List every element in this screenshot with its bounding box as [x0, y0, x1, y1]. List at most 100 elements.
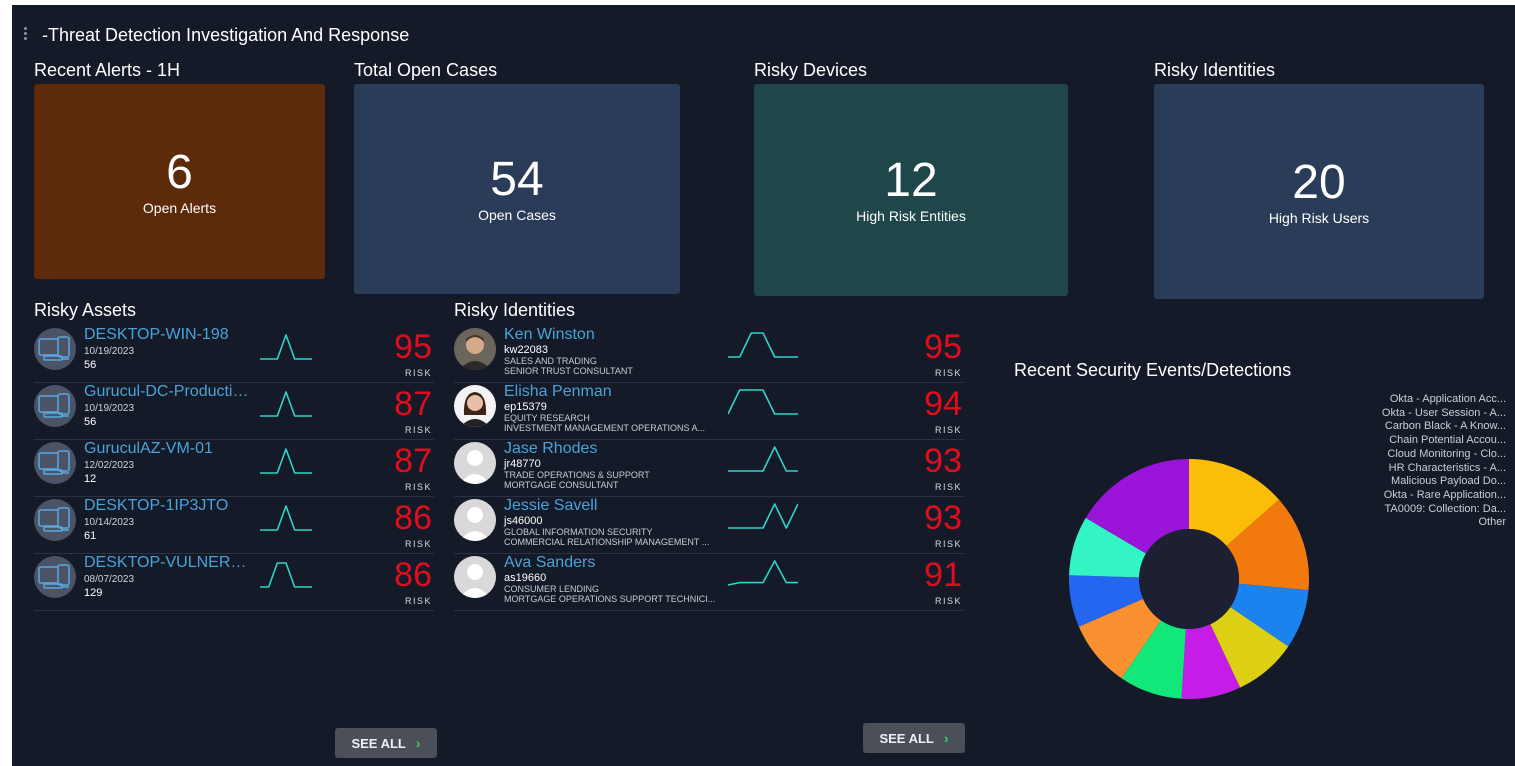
identity-row[interactable]: Jase Rhodes jr48770 TRADE OPERATIONS & SUP…	[454, 440, 964, 497]
identity-department: TRADE OPERATIONS & SUPPORT	[504, 470, 650, 480]
risk-score: 86	[394, 556, 432, 594]
risk-label: RISK	[404, 425, 432, 435]
identity-name[interactable]: Jase Rhodes	[504, 440, 598, 457]
asset-count: 12	[84, 473, 97, 485]
legend-item[interactable]: Okta - Application Acc...	[1389, 393, 1506, 405]
assets-see-all-button[interactable]: SEE ALL ›	[335, 728, 437, 758]
tile-label: Open Alerts	[142, 199, 217, 216]
identity-id: kw22083	[504, 344, 549, 356]
see-all-label: SEE ALL	[879, 730, 934, 746]
donut-slice[interactable]	[1189, 459, 1280, 546]
open-cases-tile[interactable]: 54 Open Cases	[354, 84, 680, 294]
identity-name[interactable]: Ava Sanders	[504, 554, 596, 571]
risky-devices-tile[interactable]: 12 High Risk Entities	[754, 84, 1068, 296]
risky-assets-title: Risky Assets	[34, 300, 137, 320]
identity-id: as19660	[504, 572, 547, 584]
asset-name[interactable]: DESKTOP-1IP3JTO	[84, 497, 229, 514]
legend-item[interactable]: TA0009: Collection: Da...	[1384, 502, 1506, 515]
avatar	[454, 385, 496, 427]
asset-name[interactable]: DESKTOP-WIN-198	[84, 326, 229, 343]
drag-handle-icon[interactable]	[24, 27, 28, 42]
asset-name[interactable]: DESKTOP-VULNERAB...	[84, 554, 254, 571]
avatar	[454, 499, 496, 541]
donut-slice[interactable]	[1230, 583, 1309, 647]
asset-date: 10/14/2023	[84, 517, 135, 528]
asset-date: 10/19/2023	[84, 403, 135, 414]
identity-department: GLOBAL INFORMATION SECURITY	[504, 527, 653, 537]
legend-item[interactable]: HR Characteristics - A...	[1388, 461, 1506, 474]
asset-row[interactable]: DESKTOP-VULNERAB... 08/07/2023 129 86 RISK	[34, 554, 434, 611]
identity-department: EQUITY RESEARCH	[504, 413, 590, 423]
identities-see-all-button[interactable]: SEE ALL ›	[863, 723, 965, 753]
legend-item[interactable]: Okta - User Session - A...	[1381, 406, 1506, 419]
avatar	[454, 328, 496, 370]
risk-trend-sparkline	[260, 560, 312, 595]
asset-name[interactable]: GuruculAZ-VM-01	[84, 440, 213, 457]
risk-trend-sparkline	[260, 332, 312, 367]
asset-count: 129	[84, 587, 103, 599]
legend-item[interactable]: Okta - Rare Application...	[1383, 488, 1506, 501]
identity-id: ep15379	[504, 401, 547, 413]
tile-section-title: Total Open Cases	[354, 60, 498, 80]
risky-identities-tile[interactable]: 20 High Risk Users	[1154, 84, 1484, 299]
risk-label: RISK	[934, 539, 962, 549]
risk-label: RISK	[404, 368, 432, 378]
donut-slice[interactable]	[1121, 620, 1186, 699]
identity-role: MORTGAGE OPERATIONS SUPPORT TECHNICI...	[504, 594, 716, 604]
asset-row[interactable]: Gurucul-DC-Productio... 10/19/2023 56 87 RIS…	[34, 383, 434, 440]
risk-label: RISK	[404, 596, 432, 606]
chart-title: Recent Security Events/Detections	[1014, 360, 1292, 380]
donut-slice[interactable]	[1085, 459, 1189, 554]
asset-count: 56	[84, 416, 97, 428]
identity-name[interactable]: Jessie Savell	[504, 497, 598, 514]
risk-trend-sparkline	[727, 387, 798, 422]
risk-label: RISK	[934, 596, 962, 606]
asset-name[interactable]: Gurucul-DC-Productio...	[84, 383, 254, 400]
donut-slice[interactable]	[1226, 499, 1309, 591]
donut-slice[interactable]	[1069, 517, 1146, 578]
legend-item[interactable]: Chain Potential Accou...	[1389, 434, 1506, 447]
tile-section-title: Risky Devices	[754, 60, 868, 80]
asset-date: 12/02/2023	[84, 460, 135, 471]
donut-slice[interactable]	[1069, 575, 1144, 627]
risk-label: RISK	[404, 482, 432, 492]
asset-row[interactable]: DESKTOP-1IP3JTO 10/14/2023 61 86 RISK	[34, 497, 434, 554]
risk-trend-sparkline	[728, 444, 798, 479]
legend-item[interactable]: Malicious Payload Do...	[1391, 475, 1506, 488]
tile-value: 54	[490, 153, 544, 206]
identity-id: js46000	[504, 515, 543, 527]
chart-legend: Okta - Application Acc... Okta - User Ses…	[1378, 393, 1506, 530]
identity-department: SALES AND TRADING	[504, 356, 597, 366]
risk-trend-sparkline	[260, 446, 312, 481]
identity-row[interactable]: Ken Winston kw22083 SALES AND TRADING SENIO…	[454, 326, 964, 383]
identity-name[interactable]: Ken Winston	[504, 326, 595, 343]
tile-value: 6	[166, 145, 193, 199]
chevron-right-icon: ›	[415, 735, 421, 751]
donut-hole	[1139, 529, 1239, 629]
identity-name[interactable]: Elisha Penman	[504, 383, 612, 400]
donut-slice[interactable]	[1078, 598, 1161, 679]
risk-score: 86	[394, 499, 432, 537]
device-icon	[34, 556, 76, 598]
legend-item[interactable]: Carbon Black - A Know...	[1384, 420, 1506, 433]
identity-role: SENIOR TRUST CONSULTANT	[504, 366, 633, 376]
legend-item[interactable]: Other	[1478, 516, 1506, 529]
chevron-right-icon: ›	[943, 730, 949, 746]
open-alerts-tile[interactable]: 6 Open Alerts	[34, 84, 325, 279]
donut-slice[interactable]	[1210, 607, 1289, 688]
identity-row[interactable]: Jessie Savell js46000 GLOBAL INFORMATION S…	[454, 497, 964, 554]
risk-trend-sparkline	[728, 501, 799, 536]
dashboard-title: -Threat Detection Investigation And Resp…	[42, 25, 410, 45]
risk-label: RISK	[404, 539, 432, 549]
see-all-label: SEE ALL	[351, 735, 406, 751]
donut-slice[interactable]	[1181, 624, 1241, 699]
events-donut-chart[interactable]	[1064, 454, 1314, 704]
tile-label: Open Cases	[478, 207, 556, 223]
legend-item[interactable]: Cloud Monitoring - Clo...	[1387, 447, 1506, 460]
identity-row[interactable]: Elisha Penman ep15379 EQUITY RESEARCH INVES…	[454, 383, 964, 440]
identity-row[interactable]: Ava Sanders as19660 CONSUMER LENDING MORTGA…	[454, 554, 964, 611]
tile-label: High Risk Users	[1268, 209, 1370, 226]
asset-row[interactable]: DESKTOP-WIN-198 10/19/2023 56 95 RISK	[34, 326, 434, 383]
asset-count: 61	[84, 530, 97, 542]
asset-row[interactable]: GuruculAZ-VM-01 12/02/2023 12 87 RISK	[34, 440, 434, 497]
